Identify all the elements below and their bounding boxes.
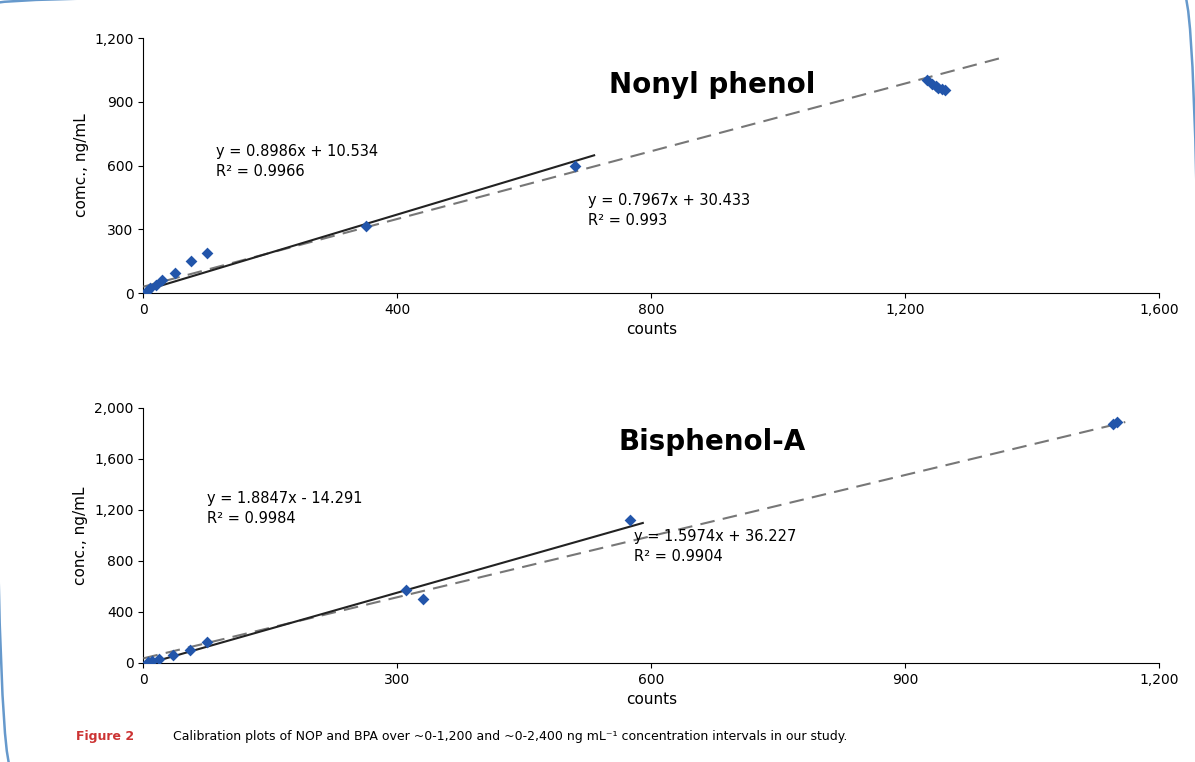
X-axis label: counts: counts xyxy=(626,692,676,707)
Point xyxy=(139,656,158,668)
Point xyxy=(932,83,951,95)
Text: y = 1.5974x + 36.227
R² = 0.9904: y = 1.5974x + 36.227 R² = 0.9904 xyxy=(635,529,797,564)
Point xyxy=(153,274,172,287)
Point xyxy=(413,592,433,604)
Point xyxy=(147,279,166,291)
Point xyxy=(397,584,416,597)
Point xyxy=(565,159,584,171)
Point xyxy=(620,514,639,527)
X-axis label: counts: counts xyxy=(626,322,676,338)
Point xyxy=(918,73,937,85)
Text: y = 1.8847x - 14.291
R² = 0.9984: y = 1.8847x - 14.291 R² = 0.9984 xyxy=(207,491,362,526)
Point xyxy=(182,255,201,267)
Point xyxy=(164,648,183,661)
Point xyxy=(1108,416,1127,428)
Text: Calibration plots of NOP and BPA over ~0-1,200 and ~0-2,400 ng mL⁻¹ concentratio: Calibration plots of NOP and BPA over ~0… xyxy=(173,729,847,743)
Point xyxy=(149,653,168,665)
Text: y = 0.8986x + 10.534
R² = 0.9966: y = 0.8986x + 10.534 R² = 0.9966 xyxy=(216,144,379,179)
Point xyxy=(356,219,375,232)
Point xyxy=(140,283,159,295)
Point xyxy=(923,78,942,90)
Point xyxy=(197,247,216,259)
Point xyxy=(142,655,161,667)
Y-axis label: comc., ng/mL: comc., ng/mL xyxy=(74,114,88,217)
Text: y = 0.7967x + 30.433
R² = 0.993: y = 0.7967x + 30.433 R² = 0.993 xyxy=(588,194,750,228)
Text: Nonyl phenol: Nonyl phenol xyxy=(609,72,815,99)
Point xyxy=(934,84,954,96)
Point xyxy=(926,80,945,92)
Point xyxy=(166,267,185,279)
Point xyxy=(929,82,948,94)
Text: Bisphenol-A: Bisphenol-A xyxy=(619,428,805,456)
Y-axis label: conc., ng/mL: conc., ng/mL xyxy=(74,486,88,584)
Point xyxy=(137,285,157,297)
Point xyxy=(1103,418,1122,431)
Text: Figure 2: Figure 2 xyxy=(75,729,134,743)
Point xyxy=(197,636,216,648)
Point xyxy=(180,643,200,655)
